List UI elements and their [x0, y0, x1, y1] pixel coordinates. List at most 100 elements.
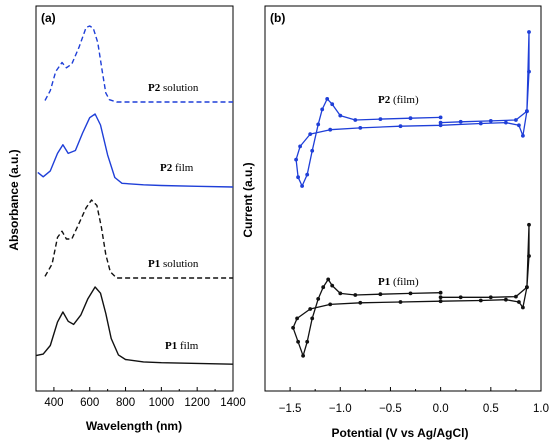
series-marker-p2-film — [305, 172, 310, 177]
series-marker-p2-film — [378, 117, 383, 121]
series-marker-p1-film — [521, 305, 525, 310]
series-marker-p2-film — [438, 123, 443, 128]
series-line-p2-film — [37, 113, 234, 188]
series-marker-p2-film — [488, 119, 493, 123]
series-marker-p1-film — [316, 297, 321, 301]
series-marker-p1-film — [408, 291, 413, 296]
series-marker-p2-film — [525, 109, 529, 114]
panel-b-ticks: −1.5 −1.0 −0.5 0.0 0.5 1.0 — [264, 387, 549, 415]
annot-p2-film-text: film — [172, 162, 194, 174]
series-marker-p2-film — [408, 116, 413, 121]
series-marker-p2-film — [310, 148, 315, 153]
series-marker-p1-film — [527, 222, 531, 227]
annot-p1-solution-bold: P1 — [148, 258, 160, 270]
annot-p2-film-cv-bold: P2 — [378, 94, 391, 106]
annot-p2-solution: P2 solution — [148, 82, 199, 94]
series-marker-p1-film — [353, 293, 358, 297]
annot-p2-solution-text: solution — [160, 82, 199, 94]
series-marker-p2-film — [398, 124, 403, 129]
series-marker-p1-film — [328, 302, 333, 307]
annot-p2-film: P2 film — [160, 162, 194, 174]
series-marker-p2-film — [504, 120, 508, 125]
annot-p2-solution-bold: P2 — [148, 82, 161, 94]
annot-p1-film-cv-text: (film) — [390, 276, 419, 288]
panel-a-xtick-label: 800 — [116, 397, 135, 409]
series-marker-p1-film — [330, 283, 335, 288]
panel-a-xtick-label: 600 — [80, 397, 99, 409]
annot-p2-film-bold: P2 — [160, 162, 173, 174]
series-marker-p1-film — [514, 294, 518, 299]
annot-p1-film-text: film — [177, 340, 199, 352]
series-line-p2-solution — [44, 25, 233, 103]
series-marker-p2-film — [316, 122, 321, 127]
panel-a-series — [35, 25, 234, 365]
series-marker-p2-film — [338, 113, 343, 118]
panel-a-xlabel: Wavelength (nm) — [86, 419, 182, 433]
panel-a: (a) Absorbance (a.u.) Wavelength (nm) 40… — [7, 5, 246, 433]
series-marker-p1-film — [438, 290, 443, 295]
series-marker-p2-film — [300, 184, 304, 188]
series-marker-p1-film — [296, 339, 300, 344]
annot-p1-film: P1 film — [165, 340, 199, 352]
series-marker-p2-film — [330, 102, 335, 107]
series-marker-p2-film — [320, 107, 325, 112]
series-marker-p1-film — [378, 292, 383, 297]
series-marker-p2-film — [294, 157, 298, 162]
annot-p1-film-cv: P1 (film) — [378, 276, 419, 288]
series-marker-p2-film — [517, 123, 521, 128]
series-marker-p1-film — [308, 307, 313, 311]
series-marker-p2-film — [438, 120, 443, 125]
series-marker-p2-film — [527, 30, 531, 34]
series-marker-p2-film — [438, 115, 443, 120]
panel-a-xtick-label: 1200 — [184, 397, 210, 409]
annot-p1-solution: P1 solution — [148, 258, 199, 270]
series-marker-p1-film — [326, 277, 331, 282]
panel-b-xtick-label: 0.0 — [433, 403, 449, 415]
annot-p1-film-bold: P1 — [165, 340, 177, 352]
panel-b-series — [291, 30, 531, 358]
panel-b-xtick-label: −1.5 — [279, 403, 302, 415]
series-marker-p1-film — [338, 291, 343, 296]
series-marker-p2-film — [298, 144, 302, 149]
series-marker-p1-film — [517, 300, 521, 304]
series-marker-p2-film — [353, 118, 358, 122]
series-marker-p1-film — [305, 339, 310, 344]
series-marker-p2-film — [296, 175, 300, 180]
series-marker-p1-film — [527, 254, 531, 258]
series-marker-p1-film — [310, 316, 315, 321]
series-line-p1-film — [292, 224, 530, 357]
series-marker-p2-film — [325, 97, 330, 101]
panel-b-xtick-label: 1.0 — [533, 403, 549, 415]
series-line-p2-film — [295, 31, 530, 187]
series-marker-p2-film — [328, 127, 333, 132]
panel-b-xtick-label: 0.5 — [483, 403, 499, 415]
series-marker-p1-film — [504, 297, 508, 302]
panel-a-frame — [35, 5, 234, 392]
panel-a-label: (a) — [41, 11, 56, 25]
panel-b-frame — [264, 5, 542, 392]
series-marker-p2-film — [308, 132, 313, 137]
series-marker-p2-film — [521, 133, 525, 138]
panel-a-ylabel: Absorbance (a.u.) — [7, 149, 21, 250]
series-marker-p1-film — [488, 295, 493, 300]
series-marker-p1-film — [398, 300, 403, 304]
series-line-p1-solution — [44, 199, 233, 279]
annot-p1-solution-text: solution — [160, 258, 199, 270]
series-marker-p1-film — [321, 285, 326, 290]
series-marker-p1-film — [358, 300, 363, 305]
series-marker-p1-film — [295, 316, 299, 321]
series-marker-p1-film — [458, 295, 463, 300]
series-marker-p1-film — [291, 325, 295, 330]
series-marker-p2-film — [358, 126, 363, 130]
series-marker-p2-film — [458, 119, 463, 124]
panel-b-xtick-label: −1.0 — [329, 403, 352, 415]
series-marker-p2-film — [478, 121, 483, 126]
annot-p1-film-cv-bold: P1 — [378, 276, 390, 288]
series-marker-p1-film — [438, 295, 443, 300]
panel-b-xtick-label: −0.5 — [379, 403, 402, 415]
series-marker-p2-film — [527, 69, 531, 74]
series-marker-p1-film — [301, 353, 305, 358]
series-marker-p1-film — [525, 285, 529, 290]
series-marker-p2-film — [514, 118, 518, 122]
series-marker-p1-film — [478, 298, 483, 303]
